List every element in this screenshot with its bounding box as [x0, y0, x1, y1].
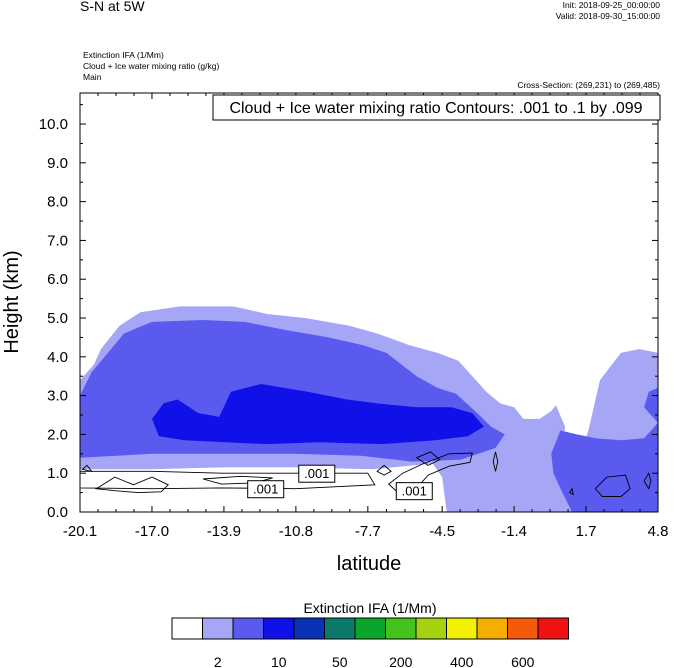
y-tick-label: 8.0	[47, 194, 68, 211]
x-tick-label: -10.8	[279, 523, 313, 540]
y-axis-label: Height (km)	[1, 250, 23, 353]
colorbar-tick-label: 400	[450, 654, 474, 668]
axes: -20.1 -17.0 -13.9 -10.8 -7.7 -4.5 -1.4 1.7 4.8 0.…	[39, 92, 669, 540]
colorbar-swatch	[415, 617, 447, 640]
x-tick-label: -1.4	[501, 523, 527, 540]
contour-labels: .001 .001 .001	[247, 464, 433, 501]
colorbar-tick-label: 2	[214, 654, 222, 668]
colorbar: Extinction IFA (1/Mm) 2 10 50 200 400 600	[171, 600, 569, 668]
x-tick-label: -20.1	[63, 523, 97, 540]
contour-label: .001	[304, 466, 329, 481]
x-tick-label: 4.8	[648, 523, 669, 540]
mixing-ratio-contour-6	[594, 474, 631, 497]
x-tick-label: -4.5	[429, 523, 455, 540]
init-time: Init: 2018-09-25_00:00:00	[562, 0, 660, 10]
field-label-main: Main	[83, 72, 102, 82]
mixing-ratio-contour-5	[492, 451, 499, 472]
colorbar-tick-label: 10	[271, 654, 287, 668]
mixing-ratio-contour-7	[643, 472, 652, 490]
mixing-ratio-contour-8	[569, 487, 574, 496]
colorbar-tick-label: 50	[332, 654, 348, 668]
valid-time: Valid: 2018-09-30_15:00:00	[555, 11, 660, 21]
contour-label-box	[395, 482, 433, 501]
colorbar-swatch	[507, 617, 539, 640]
x-axis-label: latitude	[337, 553, 402, 575]
x-tick-label: -17.0	[135, 523, 169, 540]
colorbar-swatch	[202, 617, 234, 640]
contour-label: .001	[402, 484, 427, 499]
plot-frame	[79, 92, 659, 513]
filled-contours	[80, 306, 658, 512]
contour-info-box: Cloud + Ice water mixing ratio Contours:…	[212, 94, 661, 121]
y-tick-label: 4.0	[47, 349, 68, 366]
y-tick-label: 3.0	[47, 388, 68, 405]
y-tick-label: 1.0	[47, 465, 68, 482]
extinction-region-10-2	[551, 422, 658, 512]
field-label-extinction: Extinction IFA (1/Mm)	[83, 50, 164, 60]
y-tick-label: 6.0	[47, 271, 68, 288]
y-tick-label: 10.0	[39, 116, 68, 133]
contour-info-text: Cloud + Ice water mixing ratio Contours:…	[229, 100, 642, 117]
colorbar-swatch	[232, 617, 264, 640]
contour-label-box	[247, 480, 285, 499]
colorbar-tick-label: 600	[511, 654, 535, 668]
colorbar-swatch	[537, 617, 569, 640]
mixing-ratio-contour-4	[415, 451, 441, 466]
colorbar-swatch	[354, 617, 386, 640]
mixing-ratio-contour-10	[376, 464, 392, 476]
extinction-region-20-4	[152, 384, 484, 445]
colorbar-tick-label: 200	[389, 654, 413, 668]
mixing-ratio-contour-1	[94, 476, 169, 494]
colorbar-swatch	[476, 617, 508, 640]
y-tick-label: 5.0	[47, 310, 68, 327]
y-tick-label: 7.0	[47, 232, 68, 249]
x-tick-label: -7.7	[355, 523, 381, 540]
chart-title: S-N at 5W	[80, 0, 145, 14]
colorbar-swatch	[293, 617, 325, 640]
colorbar-swatch	[171, 617, 203, 640]
y-tick-label: 2.0	[47, 426, 68, 443]
x-tick-label: -13.9	[207, 523, 241, 540]
x-tick-label: 1.7	[576, 523, 597, 540]
colorbar-swatch	[324, 617, 356, 640]
colorbar-swatch	[263, 617, 295, 640]
colorbar-swatch	[446, 617, 478, 640]
cross-section-label: Cross-Section: (269,231) to (269,485)	[517, 80, 660, 90]
colorbar-title: Extinction IFA (1/Mm)	[303, 600, 436, 616]
mixing-ratio-contour-9	[81, 464, 93, 473]
mixing-ratio-contour-0	[80, 470, 376, 490]
extinction-region-10-3	[644, 387, 658, 423]
contour-label: .001	[253, 482, 278, 497]
contour-label-box	[298, 464, 336, 483]
y-tick-label: 9.0	[47, 155, 68, 172]
field-label-mixing-ratio: Cloud + Ice water mixing ratio (g/kg)	[83, 61, 220, 71]
colorbar-swatch	[385, 617, 417, 640]
y-tick-label: 0.0	[47, 504, 68, 521]
